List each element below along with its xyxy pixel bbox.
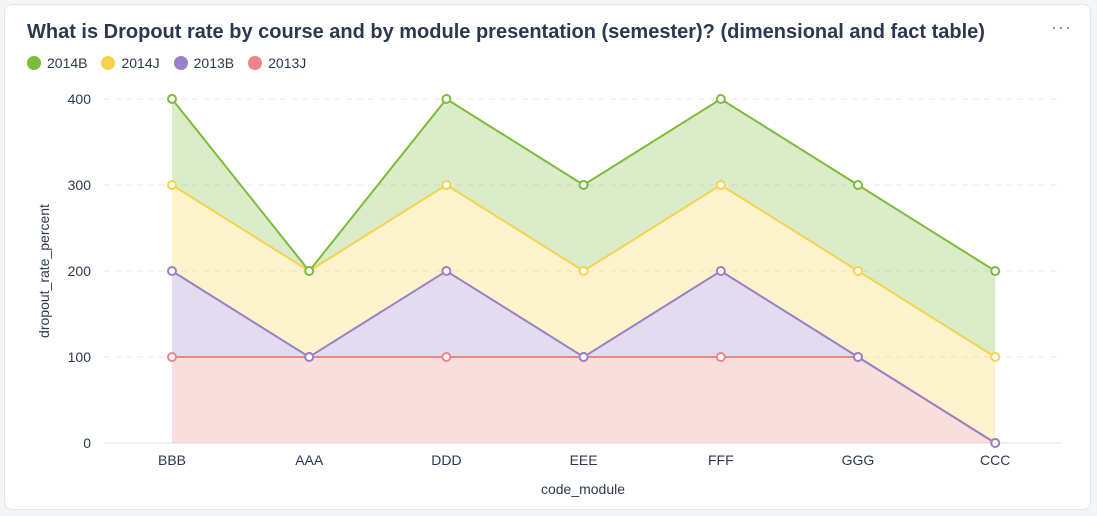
legend-dot-icon — [101, 56, 116, 70]
y-tick-label: 200 — [68, 263, 92, 279]
legend-item-2013B[interactable]: 2013B — [173, 55, 235, 71]
area-2014B — [172, 99, 996, 357]
y-tick-label: 100 — [68, 349, 92, 365]
x-tick-label: FFF — [708, 452, 734, 468]
point-2013B-DDD — [441, 266, 452, 276]
legend-label: 2013B — [193, 55, 235, 71]
point-2013B-GGG — [853, 352, 863, 362]
x-axis-label: code_module — [541, 481, 625, 497]
point-2014B-DDD — [441, 94, 452, 104]
point-2013B-EEE — [578, 352, 589, 362]
legend-dot-icon — [173, 56, 188, 70]
legend-label: 2013J — [268, 55, 307, 71]
point-2014B-CCC — [990, 266, 1001, 276]
legend-item-2014J[interactable]: 2014J — [101, 55, 160, 71]
y-tick-label: 300 — [68, 177, 92, 193]
point-2014J-BBB — [167, 180, 177, 190]
x-tick-label: CCC — [980, 452, 1010, 468]
more-options-icon[interactable]: ··· — [1051, 17, 1072, 37]
x-tick-label: DDD — [431, 452, 461, 468]
point-2014B-GGG — [853, 180, 863, 190]
legend-dot-icon — [27, 56, 41, 70]
area-2014J — [172, 185, 996, 443]
point-2013J-DDD — [441, 352, 452, 362]
point-2014B-EEE — [578, 180, 589, 190]
legend-item-2014B[interactable]: 2014B — [27, 55, 87, 71]
point-2014B-BBB — [167, 94, 177, 104]
chart-title: What is Dropout rate by course and by mo… — [27, 21, 985, 43]
point-2013J-BBB — [167, 352, 177, 362]
x-tick-label: AAA — [295, 452, 324, 468]
point-2014J-DDD — [441, 180, 452, 190]
legend-dot-icon — [248, 56, 263, 70]
point-2014J-CCC — [990, 352, 1001, 362]
area-2013J — [172, 357, 996, 443]
x-tick-label: GGG — [842, 452, 875, 468]
point-2013B-BBB — [167, 266, 177, 276]
point-2013B-CCC — [990, 438, 1001, 448]
x-tick-label: EEE — [570, 452, 598, 468]
point-2013J-FFF — [715, 352, 726, 362]
y-axis-label: dropout_rate_percent — [36, 204, 52, 338]
legend-item-2013J[interactable]: 2013J — [248, 55, 306, 71]
chart-card: What is Dropout rate by course and by mo… — [4, 4, 1091, 510]
point-2013B-AAA — [304, 352, 315, 362]
point-2014J-EEE — [578, 266, 589, 276]
point-2014B-AAA — [304, 266, 315, 276]
legend: 2014B 2014J 2013B 2013J — [27, 55, 306, 71]
point-2014J-GGG — [853, 266, 863, 276]
x-tick-label: BBB — [158, 452, 186, 468]
legend-label: 2014J — [121, 55, 160, 71]
y-tick-label: 400 — [68, 91, 92, 107]
point-2013B-FFF — [715, 266, 726, 276]
y-tick-label: 0 — [83, 435, 91, 451]
point-2014J-FFF — [715, 180, 726, 190]
legend-label: 2014B — [47, 55, 88, 71]
point-2014B-FFF — [715, 94, 726, 104]
